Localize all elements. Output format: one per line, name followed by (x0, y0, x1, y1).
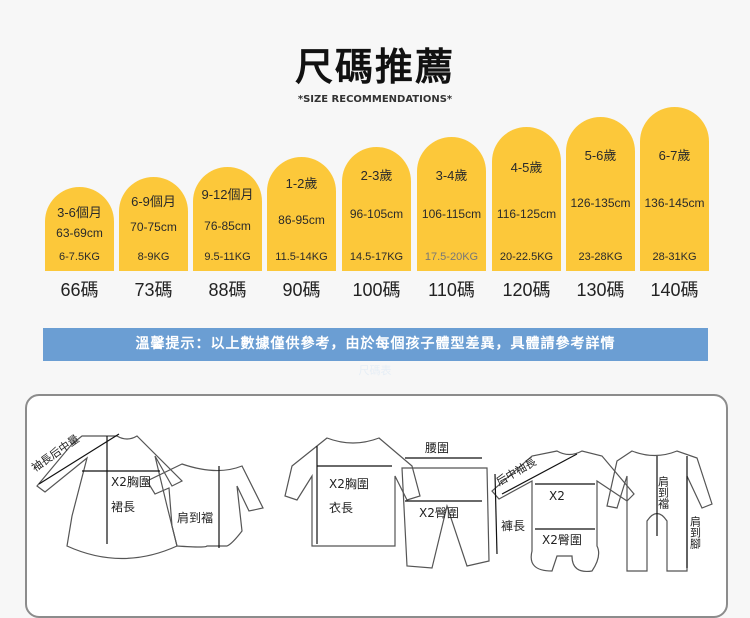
weight-label: 28-31KG (652, 251, 697, 263)
weight-label: 23-28KG (578, 251, 623, 263)
notice-banner: 溫馨提示：以上數據僅供參考，由於每個孩子體型差異，具體請參考詳情 (43, 328, 708, 361)
size-label: 88碼 (208, 280, 247, 300)
label-hip: X2臀圍 (419, 506, 459, 520)
weight-label: 11.5-14KG (275, 251, 328, 263)
label-waist: 腰圍 (425, 441, 449, 455)
measurement-guide: 袖長后中量 X2胸圍 裙長 肩到襠 X2胸圍 衣長 腰圍 X2臀圍 褲長 后中袖… (25, 394, 728, 618)
label-pants-length: 褲長 (501, 519, 525, 533)
age-label: 2-3歲 (360, 168, 393, 183)
label-romper-chest: X2 (549, 489, 565, 503)
size-label: 66碼 (60, 280, 99, 300)
romper-back-outline (606, 450, 713, 572)
romper-front-outline (491, 450, 635, 573)
age-label: 5-6歲 (584, 148, 617, 163)
height-label: 126-135cm (570, 196, 631, 210)
weight-label: 8-9KG (137, 251, 170, 263)
size-column: 6-7歲 136-145cm 28-31KG (640, 107, 709, 271)
weight-label: 9.5-11KG (204, 251, 251, 263)
size-label: 110碼 (428, 280, 475, 300)
height-label: 96-105cm (349, 207, 404, 221)
label-chest: X2胸圍 (111, 474, 151, 489)
label-top-chest: X2胸圍 (329, 476, 369, 491)
size-column: 5-6歲 126-135cm 23-28KG (566, 117, 635, 271)
label-top-length: 衣長 (329, 500, 353, 515)
age-label: 3-6個月 (57, 205, 102, 220)
faint-caption: 尺碼表 (358, 364, 392, 377)
label-shoulder-crotch: 肩到襠 (177, 510, 213, 525)
pants-outline (401, 467, 490, 569)
label-romper-shoulder-crotch: 肩到襠 (657, 475, 670, 510)
size-column: 2-3歲 96-105cm 14.5-17KG (342, 147, 411, 271)
size-label: 73碼 (134, 280, 173, 300)
size-label: 100碼 (352, 280, 401, 300)
weight-label: 17.5-20KG (424, 251, 479, 263)
size-column: 4-5歲 116-125cm 20-22.5KG (492, 127, 561, 271)
size-column: 9-12個月 76-85cm 9.5-11KG (193, 167, 262, 271)
label-romper-hip: X2臀圍 (542, 533, 582, 547)
weight-label: 20-22.5KG (499, 251, 554, 263)
size-label: 140碼 (650, 280, 699, 300)
dress-outline (36, 435, 184, 559)
label-romper-shoulder-foot: 肩到腳 (689, 515, 702, 550)
size-column: 6-9個月 70-75cm 8-9KG (119, 177, 188, 271)
height-label: 106-115cm (421, 207, 482, 221)
page-title: 尺碼推薦 (294, 45, 455, 89)
height-label: 86-95cm (278, 213, 325, 227)
label-skirt-length: 裙長 (111, 500, 135, 514)
size-column: 3-4歲 106-115cm 17.5-20KG (417, 137, 486, 271)
height-label: 63-69cm (56, 226, 103, 240)
age-label: 4-5歲 (510, 160, 543, 175)
measurement-diagram: 袖長后中量 X2胸圍 裙長 肩到襠 X2胸圍 衣長 腰圍 X2臀圍 褲長 后中袖… (29, 431, 713, 573)
age-label: 9-12個月 (201, 187, 254, 202)
height-label: 116-125cm (496, 207, 557, 221)
page-subtitle: *SIZE RECOMMENDATIONS* (297, 94, 453, 105)
age-label: 1-2歲 (285, 176, 318, 191)
height-label: 70-75cm (130, 220, 177, 234)
bodysuit-outline (146, 463, 264, 548)
weight-label: 14.5-17KG (349, 251, 404, 263)
size-column: 3-6個月 63-69cm 6-7.5KG (45, 187, 114, 271)
age-label: 6-7歲 (658, 148, 691, 163)
size-label: 130碼 (576, 280, 625, 300)
age-label: 6-9個月 (131, 194, 176, 209)
age-label: 3-4歲 (435, 168, 468, 183)
height-label: 76-85cm (204, 219, 251, 233)
size-label: 90碼 (282, 280, 321, 300)
size-label: 120碼 (502, 280, 551, 300)
weight-label: 6-7.5KG (59, 251, 100, 263)
top-outline (284, 437, 421, 547)
height-label: 136-145cm (644, 196, 705, 210)
size-column: 1-2歲 86-95cm 11.5-14KG (267, 157, 336, 271)
